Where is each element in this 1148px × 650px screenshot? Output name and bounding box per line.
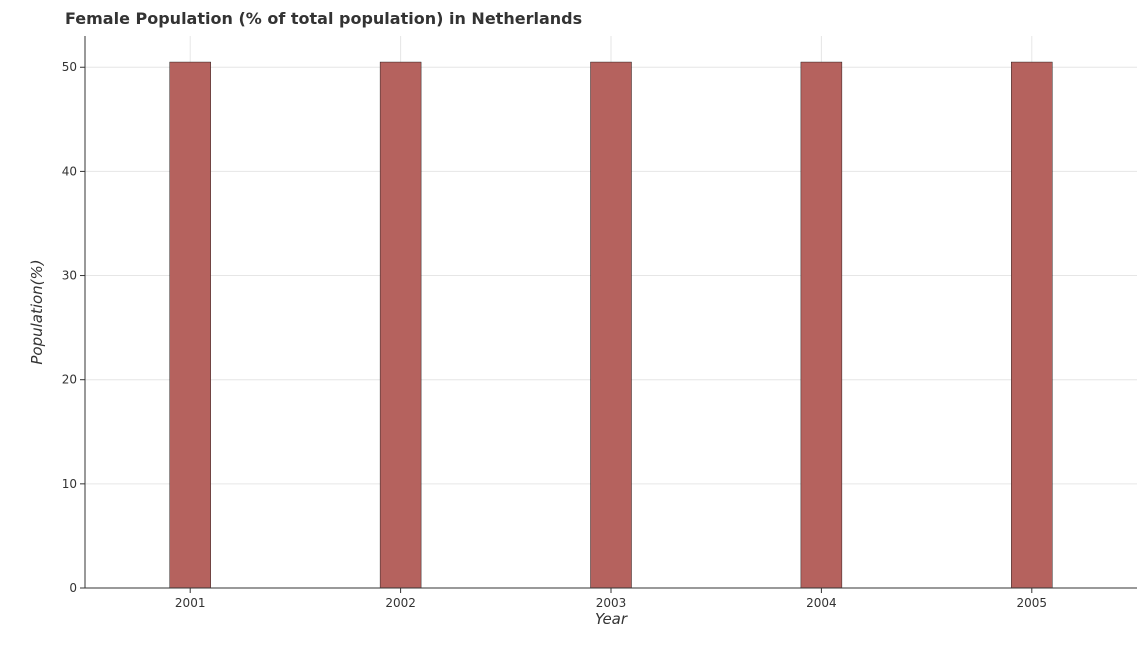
- y-tick-label: 40: [62, 164, 77, 178]
- bar-2002: [379, 61, 422, 589]
- chart-title: Female Population (% of total population…: [65, 9, 582, 28]
- x-axis-ticks: 2001 2002 2003 2004 2005: [175, 588, 1047, 610]
- x-tick-label: 2002: [385, 596, 416, 610]
- y-axis-ticks: 0 10 20 30 40 50: [62, 60, 85, 595]
- y-tick-label: 0: [69, 581, 77, 595]
- y-tick-label: 20: [62, 373, 77, 387]
- y-tick-label: 30: [62, 269, 77, 283]
- bar-2003: [590, 61, 632, 589]
- bar-2004: [800, 61, 843, 589]
- bar-2001: [169, 61, 211, 589]
- x-tick-label: 2004: [806, 596, 837, 610]
- x-tick-label: 2005: [1017, 596, 1048, 610]
- bar-2005: [1011, 61, 1053, 589]
- bars: [169, 61, 1053, 589]
- x-tick-label: 2001: [175, 596, 206, 610]
- y-tick-label: 50: [62, 60, 77, 74]
- x-axis-label: Year: [595, 610, 628, 628]
- x-tick-label: 2003: [596, 596, 627, 610]
- y-tick-label: 10: [62, 477, 77, 491]
- y-axis-label: Population(%): [28, 259, 46, 364]
